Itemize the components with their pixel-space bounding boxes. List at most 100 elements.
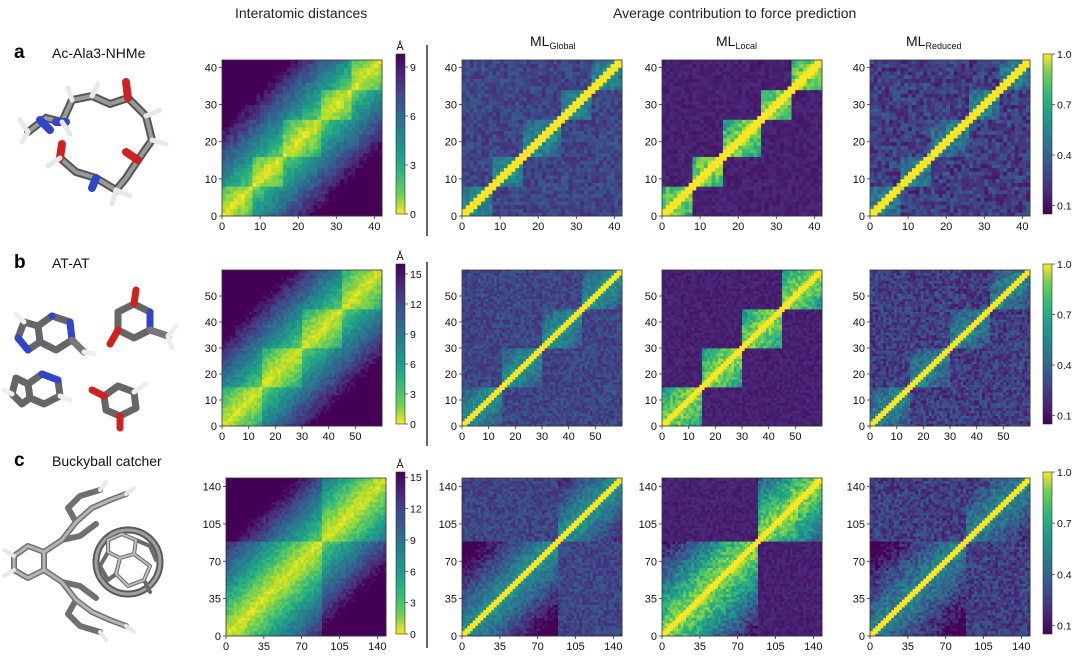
colorbar-tick-label: 3 [410, 389, 416, 401]
y-tick-label: 0 [651, 421, 657, 433]
x-tick-label: 40 [971, 431, 983, 443]
y-tick-label: 140 [439, 482, 457, 494]
x-tick-label: 10 [891, 431, 903, 443]
x-tick-label: 10 [243, 431, 255, 443]
x-tick-label: 0 [659, 641, 665, 653]
x-tick-label: 20 [940, 221, 952, 233]
colorbar-tick-label: 6 [410, 111, 416, 123]
x-tick-label: 20 [532, 221, 544, 233]
colorbar-tick-label: 15 [410, 269, 422, 281]
y-tick-label: 40 [205, 317, 217, 329]
x-tick-label: 10 [494, 221, 506, 233]
colorbar-tick-label: 6 [410, 566, 416, 578]
x-tick-label: 0 [219, 221, 225, 233]
x-tick-label: 0 [867, 221, 873, 233]
x-tick-label: 50 [349, 431, 361, 443]
y-tick-label: 0 [451, 211, 457, 223]
y-tick-label: 10 [853, 395, 865, 407]
colorbar-tick-label: 3 [410, 160, 416, 172]
x-tick-label: 30 [944, 431, 956, 443]
axes-frame-a-2 [661, 59, 823, 217]
axes-frame-c-1 [461, 477, 623, 637]
y-tick-label: 105 [639, 519, 657, 531]
x-tick-label: 105 [766, 641, 784, 653]
y-tick-label: 105 [847, 519, 865, 531]
x-tick-label: 140 [604, 641, 622, 653]
y-tick-label: 10 [645, 174, 657, 186]
x-tick-label: 10 [483, 431, 495, 443]
y-tick-label: 0 [215, 631, 221, 643]
x-tick-label: 105 [330, 641, 348, 653]
y-tick-label: 0 [859, 421, 865, 433]
colorbar-tick-label: 15 [410, 472, 422, 484]
x-tick-label: 40 [763, 431, 775, 443]
axes-frame-a-3 [869, 59, 1031, 217]
x-tick-label: 0 [459, 641, 465, 653]
y-tick-label: 40 [205, 62, 217, 74]
colorbar-unit-label: Å [396, 458, 404, 471]
colorbar-tick-label: 0.1 [1057, 620, 1072, 632]
y-tick-label: 40 [445, 317, 457, 329]
x-tick-label: 35 [494, 641, 506, 653]
x-tick-label: 10 [694, 221, 706, 233]
y-tick-label: 0 [451, 631, 457, 643]
y-tick-label: 0 [651, 631, 657, 643]
x-tick-label: 30 [978, 221, 990, 233]
molecule-name-c: Buckyball catcher [52, 453, 162, 469]
y-tick-label: 30 [645, 343, 657, 355]
colorbar-tick-label: 12 [410, 299, 422, 311]
y-tick-label: 0 [651, 211, 657, 223]
colorbar-contribution-c: 1.0 0.7 0.4 0.1 [1042, 467, 1072, 635]
x-tick-label: 0 [459, 221, 465, 233]
colorbar-tick-label: 9 [410, 535, 416, 547]
colorbar-contribution-b: 1.0 0.7 0.4 0.1 [1042, 259, 1072, 425]
x-tick-label: 0 [219, 431, 225, 443]
heatmap-a-2: 00 10 10 20 20 30 30 40 40 [645, 59, 823, 233]
y-tick-label: 140 [847, 482, 865, 494]
colorbar-tick-label: 0 [410, 629, 416, 641]
y-tick-label: 20 [205, 137, 217, 149]
y-tick-label: 20 [645, 369, 657, 381]
heatmap-a-3: 00 10 10 20 20 30 30 40 40 [853, 59, 1031, 233]
heatmap-a-0: 00 10 10 20 20 30 30 40 40 [205, 59, 383, 233]
colorbar-tick-label: 1.0 [1057, 259, 1072, 271]
colorbar-distance-b: 15 12 9 6 3 0 Å [395, 250, 422, 431]
y-tick-label: 30 [645, 100, 657, 112]
y-tick-label: 140 [203, 482, 221, 494]
x-tick-label: 10 [254, 221, 266, 233]
colorbar-tick-label: 12 [410, 504, 422, 516]
x-tick-label: 140 [1012, 641, 1030, 653]
colorbar-tick-label: 0 [410, 209, 416, 221]
y-tick-label: 50 [645, 291, 657, 303]
x-tick-label: 20 [269, 431, 281, 443]
molecule-name-a: Ac-Ala3-NHMe [52, 45, 145, 61]
y-tick-label: 30 [205, 100, 217, 112]
colorbar-distance-c: 15 12 9 6 3 0 Å [395, 458, 422, 641]
heatmap-b-1: 00 10 10 20 20 30 30 40 40 50 50 [445, 269, 623, 443]
y-tick-label: 35 [853, 594, 865, 606]
colorbar-tick-label: 0.4 [1057, 569, 1072, 581]
colorbar-tick-label: 0.1 [1057, 411, 1072, 423]
heatmap-c-1: 00 35 35 70 70 105 105 140 140 [439, 477, 623, 653]
x-tick-label: 10 [683, 431, 695, 443]
colorbar-tick-label: 0.1 [1057, 201, 1072, 213]
panel-label-c: c [14, 450, 25, 472]
colorbar-tick-label: 9 [410, 329, 416, 341]
y-tick-label: 40 [445, 62, 457, 74]
colorbar-tick-label: 0 [410, 419, 416, 431]
y-tick-label: 0 [859, 631, 865, 643]
x-tick-label: 20 [509, 431, 521, 443]
x-tick-label: 0 [459, 431, 465, 443]
y-tick-label: 40 [645, 62, 657, 74]
y-tick-label: 50 [205, 291, 217, 303]
y-tick-label: 70 [645, 556, 657, 568]
panel-label-a: a [14, 42, 25, 64]
x-tick-label: 40 [808, 221, 820, 233]
y-tick-label: 0 [211, 421, 217, 433]
x-tick-label: 70 [940, 641, 952, 653]
colorbar-unit-label: Å [396, 250, 404, 263]
x-tick-label: 50 [589, 431, 601, 443]
x-tick-label: 30 [330, 221, 342, 233]
x-tick-label: 35 [694, 641, 706, 653]
header-average-contribution: Average contribution to force prediction [613, 5, 856, 21]
